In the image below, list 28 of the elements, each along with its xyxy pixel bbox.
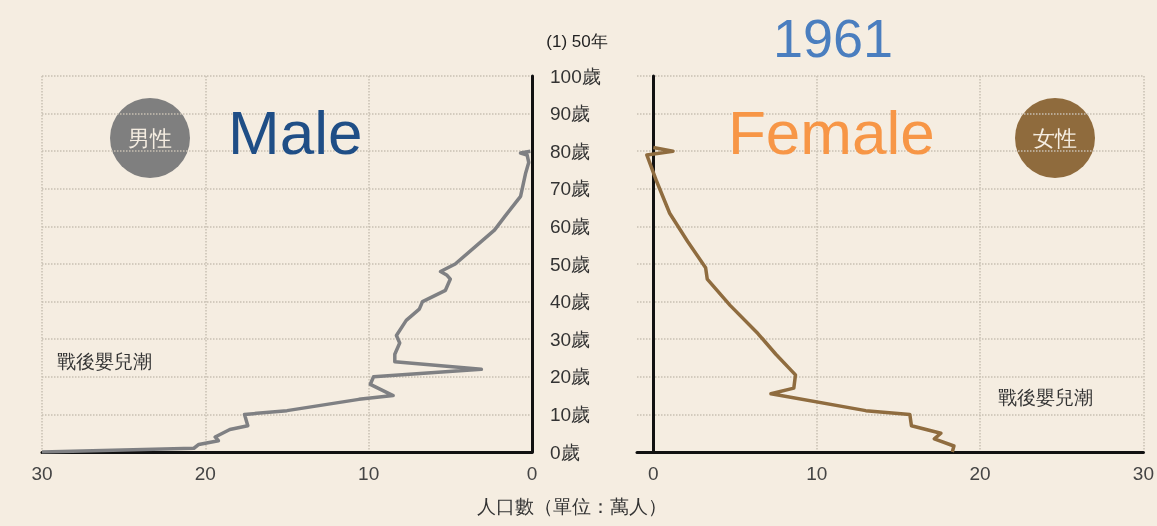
y-tick-label: 40歲 [550, 291, 591, 313]
text: (1) 50年 [546, 32, 608, 51]
annotation: 戰後嬰兒潮 [998, 386, 1093, 408]
y-tick-label: 0歲 [550, 441, 580, 463]
y-tick-label: 50歲 [550, 253, 591, 275]
x-tick-label: 10 [806, 463, 828, 484]
y-tick-label: 90歲 [550, 103, 591, 125]
annotation: 女性 [1033, 125, 1077, 151]
chart-title: 1961 [772, 8, 894, 68]
y-tick-label: 80歲 [550, 140, 591, 162]
x-tick-label: 0 [526, 463, 538, 484]
x-tick-label: 30 [31, 463, 53, 484]
x-tick-label: 10 [358, 463, 380, 484]
y-tick-label: 60歲 [550, 215, 591, 237]
y-tick-label: 100歲 [550, 65, 601, 87]
y-tick-label: 20歲 [550, 366, 591, 388]
x-tick-label: 20 [969, 463, 991, 484]
y-tick-label: 10歲 [550, 403, 591, 425]
annotation: 戰後嬰兒潮 [57, 350, 152, 372]
y-tick-label: 70歲 [550, 178, 591, 200]
x-tick-label: 30 [1132, 463, 1154, 484]
annotation: 男性 [128, 125, 172, 151]
x-axis-title: 人口數（單位：萬人） [477, 495, 667, 517]
annotation: Male [228, 97, 363, 167]
annotation: Female [728, 97, 935, 167]
x-tick-label: 0 [648, 463, 659, 484]
y-tick-label: 30歲 [550, 328, 591, 350]
x-tick-label: 20 [194, 463, 216, 484]
